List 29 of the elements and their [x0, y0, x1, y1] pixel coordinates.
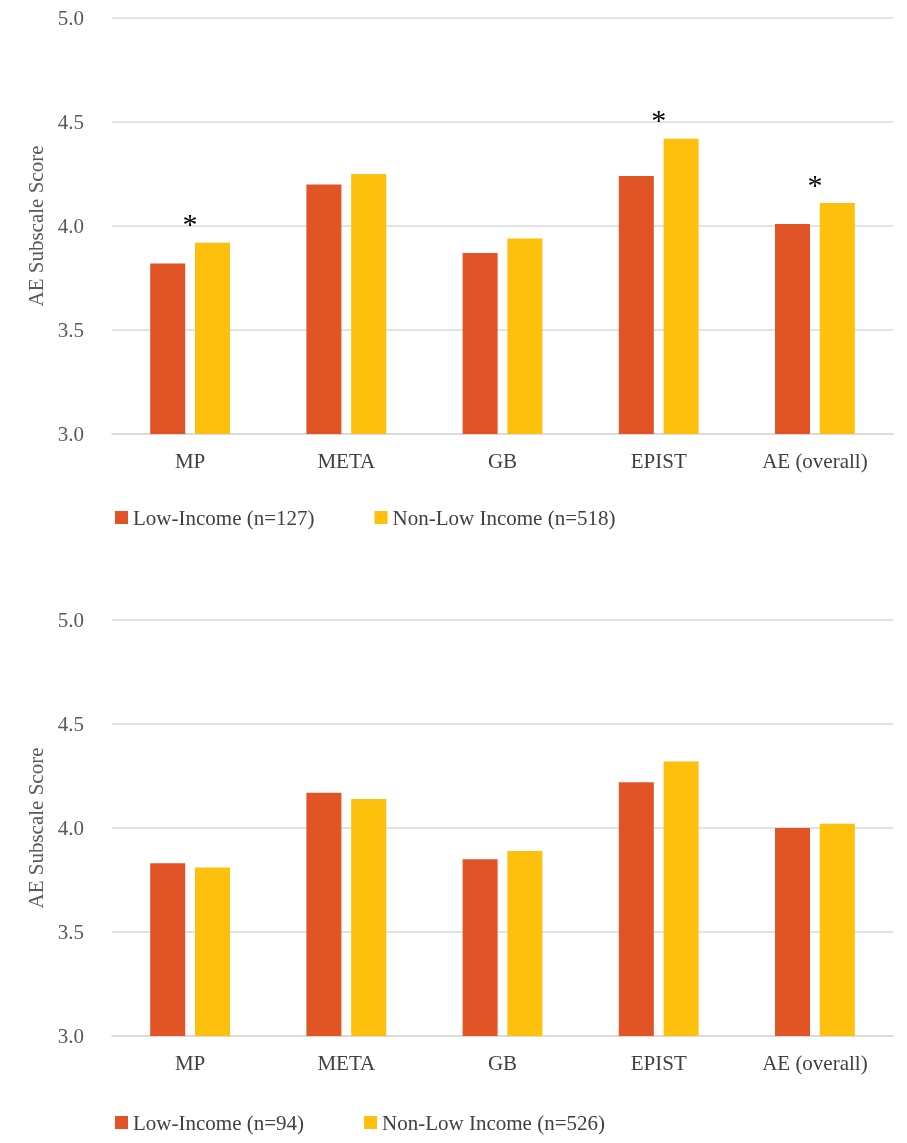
y-tick-label: 4.0 [57, 214, 84, 238]
y-axis-title: AE Subscale Score [23, 747, 48, 909]
legend-label: Low-Income (n=94) [133, 1110, 305, 1135]
y-tick-label: 5.0 [57, 6, 84, 30]
x-tick-label: META [317, 1050, 377, 1075]
y-axis-title: AE Subscale Score [23, 145, 48, 307]
x-tick-label: META [317, 448, 377, 473]
y-tick-label: 3.5 [57, 318, 84, 342]
x-tick-label: EPIST [630, 448, 687, 473]
y-tick-label: 5.0 [57, 608, 84, 632]
legend-label: Non-Low Income (n=518) [392, 505, 616, 530]
x-tick-label: AE (overall) [762, 1050, 868, 1075]
annotation: * [651, 103, 667, 137]
x-tick-label: AE (overall) [762, 448, 868, 473]
legend-label: Non-Low Income (n=526) [382, 1110, 605, 1135]
annotation: * [182, 207, 198, 241]
y-tick-label: 3.5 [57, 920, 84, 944]
y-tick-label: 4.0 [57, 816, 84, 840]
x-tick-label: MP [174, 448, 206, 473]
annotation: * [807, 167, 823, 201]
x-tick-label: GB [487, 448, 518, 473]
y-tick-label: 4.5 [57, 712, 84, 736]
y-tick-label: 3.0 [57, 422, 84, 446]
y-tick-label: 3.0 [57, 1024, 84, 1048]
x-tick-label: MP [174, 1050, 206, 1075]
x-tick-label: GB [487, 1050, 518, 1075]
x-tick-label: EPIST [630, 1050, 687, 1075]
y-tick-label: 4.5 [57, 110, 84, 134]
legend-label: Low-Income (n=127) [133, 505, 315, 530]
